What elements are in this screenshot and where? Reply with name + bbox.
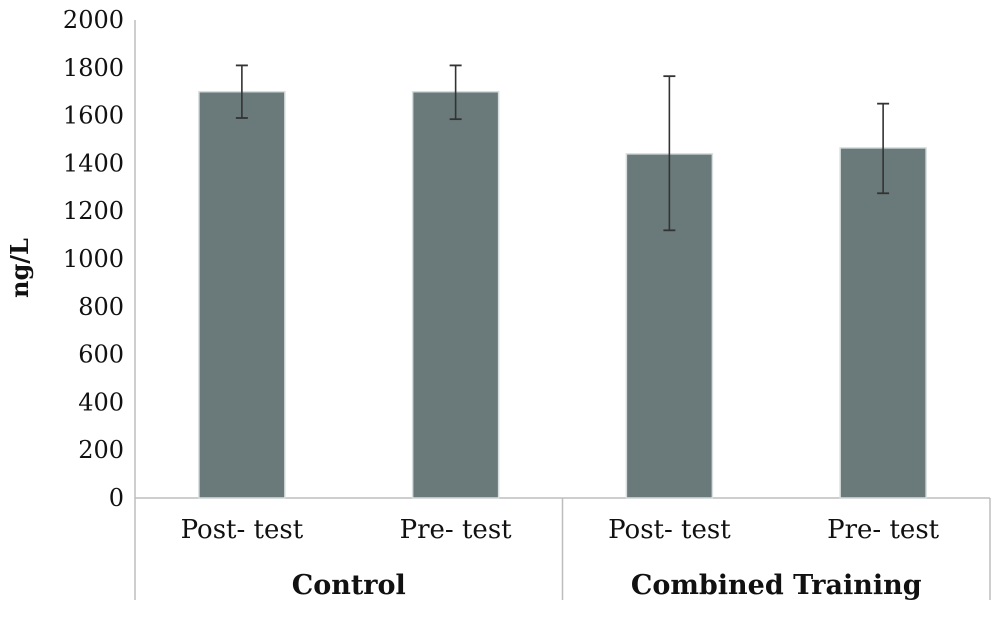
bar (411, 90, 500, 499)
bars (198, 64, 927, 499)
category-label: Post- test (608, 515, 731, 545)
y-tick-label: 800 (78, 293, 124, 321)
y-tick-label: 1600 (63, 102, 124, 130)
bar (839, 147, 927, 499)
category-label: Post- test (181, 515, 304, 545)
y-axis-title: ng/L (5, 238, 34, 298)
bar (198, 90, 286, 499)
y-tick-label: 1000 (63, 245, 124, 273)
y-tick-label: 200 (78, 436, 124, 464)
y-tick-label: 1800 (63, 54, 124, 82)
y-tick-label: 400 (78, 388, 124, 416)
group-label: Control (292, 570, 406, 601)
group-label: Combined Training (631, 570, 922, 601)
category-label: Pre- test (827, 515, 940, 545)
y-tick-label: 2000 (63, 6, 124, 34)
y-tick-label: 600 (78, 341, 124, 369)
y-tick-label: 0 (109, 484, 124, 512)
category-label: Pre- test (400, 515, 513, 545)
labels: 0 200 400 600 800 1000 1200 1400 1600 1800 2000 Pos… (63, 6, 940, 601)
y-tick-label: 1400 (63, 149, 124, 177)
y-tick-label: 1200 (63, 197, 124, 225)
